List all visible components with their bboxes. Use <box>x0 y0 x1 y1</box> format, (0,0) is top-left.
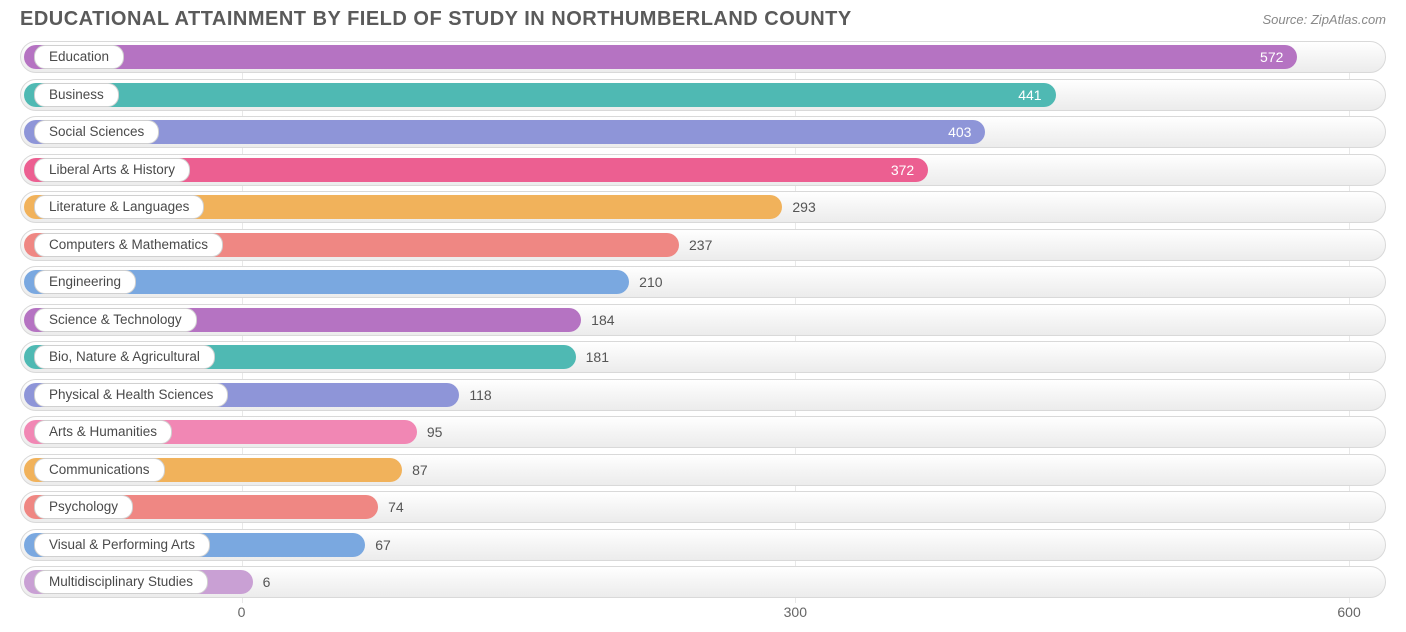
bar-value: 74 <box>388 499 404 515</box>
bar-row: Physical & Health Sciences 118 <box>20 379 1386 411</box>
bar-value: 441 <box>1018 87 1041 103</box>
category-badge: Arts & Humanities <box>34 420 172 444</box>
category-badge: Engineering <box>34 270 136 294</box>
category-badge: Multidisciplinary Studies <box>34 570 208 594</box>
bar-value: 293 <box>792 199 815 215</box>
bar-row: Computers & Mathematics 237 <box>20 229 1386 261</box>
bar-value: 184 <box>591 312 614 328</box>
chart-header: EDUCATIONAL ATTAINMENT BY FIELD OF STUDY… <box>0 0 1406 35</box>
category-badge: Communications <box>34 458 165 482</box>
bar-row: Business 441 <box>20 79 1386 111</box>
x-axis-tick: 300 <box>784 604 807 620</box>
bar-value: 118 <box>469 387 491 403</box>
category-badge: Liberal Arts & History <box>34 158 190 182</box>
bar-value: 87 <box>412 462 428 478</box>
bar-row: Visual & Performing Arts 67 <box>20 529 1386 561</box>
x-axis-tick: 600 <box>1337 604 1360 620</box>
bar-fill <box>24 120 985 144</box>
category-badge: Business <box>34 83 119 107</box>
bar-row: Communications 87 <box>20 454 1386 486</box>
category-badge: Literature & Languages <box>34 195 204 219</box>
bar-row: Liberal Arts & History 372 <box>20 154 1386 186</box>
category-badge: Social Sciences <box>34 120 159 144</box>
chart-title: EDUCATIONAL ATTAINMENT BY FIELD OF STUDY… <box>20 8 852 31</box>
category-badge: Bio, Nature & Agricultural <box>34 345 215 369</box>
x-axis: 0 300 600 <box>20 604 1386 632</box>
bar-value: 403 <box>948 124 971 140</box>
chart-plot-area: Education 572 Business 441 Social Sciences 40… <box>0 35 1406 598</box>
category-badge: Physical & Health Sciences <box>34 383 228 407</box>
bar-value: 95 <box>427 424 443 440</box>
bar-row: Arts & Humanities 95 <box>20 416 1386 448</box>
bar-row: Education 572 <box>20 41 1386 73</box>
bar-value: 6 <box>263 574 271 590</box>
bar-fill <box>24 45 1297 69</box>
bar-row: Literature & Languages 293 <box>20 191 1386 223</box>
bar-row: Social Sciences 403 <box>20 116 1386 148</box>
category-badge: Education <box>34 45 124 69</box>
category-badge: Psychology <box>34 495 133 519</box>
bar-value: 237 <box>689 237 712 253</box>
bar-value: 210 <box>639 274 662 290</box>
chart-source: Source: ZipAtlas.com <box>1262 8 1386 27</box>
bar-row: Bio, Nature & Agricultural 181 <box>20 341 1386 373</box>
bar-row: Psychology 74 <box>20 491 1386 523</box>
bar-value: 181 <box>586 349 609 365</box>
bar-row: Engineering 210 <box>20 266 1386 298</box>
category-badge: Computers & Mathematics <box>34 233 223 257</box>
x-axis-tick: 0 <box>238 604 246 620</box>
bar-row: Multidisciplinary Studies 6 <box>20 566 1386 598</box>
category-badge: Science & Technology <box>34 308 197 332</box>
bar-fill <box>24 83 1056 107</box>
bar-value: 572 <box>1260 49 1283 65</box>
bar-value: 372 <box>891 162 914 178</box>
bar-value: 67 <box>375 537 391 553</box>
bar-row: Science & Technology 184 <box>20 304 1386 336</box>
category-badge: Visual & Performing Arts <box>34 533 210 557</box>
